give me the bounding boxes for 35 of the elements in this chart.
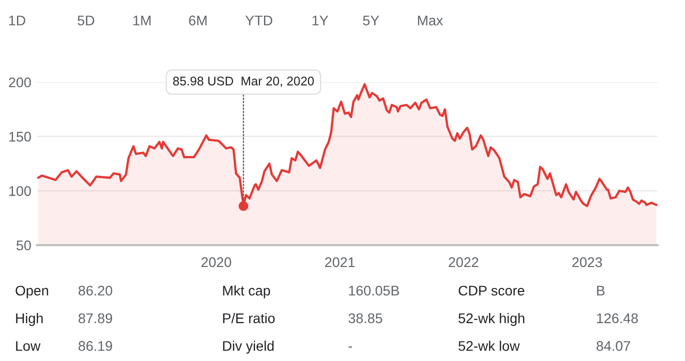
text: Div yield <box>223 340 274 354</box>
text: 5D <box>78 16 94 26</box>
text: CDP score <box>458 286 524 296</box>
text: 1M <box>133 16 151 26</box>
text: 126.48 <box>597 313 638 324</box>
text: 52-wk high <box>458 313 524 326</box>
text: Low <box>16 341 41 351</box>
text: 6M <box>189 16 207 26</box>
text: 86.19 <box>78 341 112 351</box>
text: P/E ratio <box>223 313 275 324</box>
y-tick-label: 50 <box>16 240 31 250</box>
x-tick-label: 2023 <box>572 257 602 268</box>
text: - <box>348 346 352 348</box>
x-tick-label: 2020 <box>202 257 232 268</box>
x-tick-label: 2022 <box>448 257 478 268</box>
text: 160.05B <box>349 286 400 296</box>
y-tick-label: 150 <box>9 132 31 142</box>
text: 52-wk low <box>458 340 520 351</box>
text: 1D <box>9 16 26 26</box>
text: Max <box>418 16 443 26</box>
x-tick-label: 2021 <box>325 257 355 268</box>
text: B <box>597 286 605 296</box>
y-tick-label: 100 <box>9 186 31 196</box>
text: Open <box>16 286 48 298</box>
text: Mkt cap <box>223 285 270 298</box>
text: 1Y <box>312 16 328 26</box>
text: 86.20 <box>78 286 112 296</box>
text: 5Y <box>363 16 380 26</box>
text: 87.89 <box>78 313 112 324</box>
text: 84.07 <box>596 341 630 351</box>
text: 38.85 <box>348 313 382 324</box>
annotation: 85.98 USD Mar 20, 2020 <box>173 76 314 87</box>
y-tick-label: 200 <box>8 77 31 88</box>
text: YTD <box>245 16 272 26</box>
text: High <box>16 313 43 326</box>
